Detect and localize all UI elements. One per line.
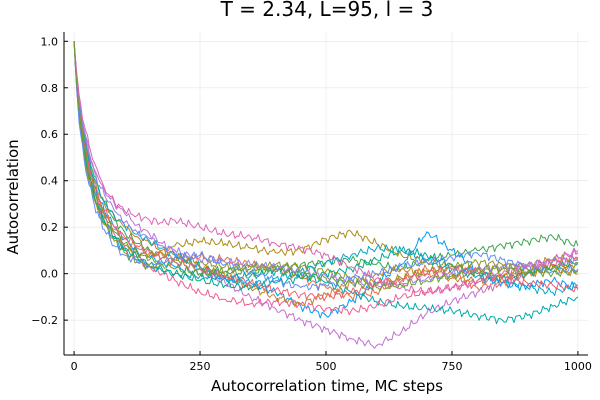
axes: [63, 32, 588, 356]
y-axis-label: Autocorrelation: [4, 139, 22, 254]
series-line-10: [73, 41, 579, 286]
series-line-7: [73, 41, 579, 316]
y-tick-label: −0.2: [31, 314, 58, 327]
series-lines: [73, 41, 579, 349]
x-tick-label: 0: [71, 360, 78, 373]
chart-title: T = 2.34, L=95, l = 3: [220, 0, 434, 21]
tick-labels: 0 250 500 750 1000 −0.2 0.0 0.2 0.4 0.6 0.8 1.0: [31, 35, 592, 373]
grid-lines: [64, 32, 588, 355]
series-line-13: [73, 41, 579, 292]
series-line-15: [73, 41, 579, 295]
y-tick-label: 0.4: [41, 175, 59, 188]
series-line-12: [73, 41, 579, 289]
x-axis-label: Autocorrelation time, MC steps: [211, 377, 443, 395]
series-line-4: [73, 41, 579, 349]
x-tick-label: 750: [441, 360, 462, 373]
y-tick-label: 0.8: [41, 82, 59, 95]
x-tick-label: 500: [316, 360, 337, 373]
x-tick-label: 250: [190, 360, 211, 373]
y-tick-label: 0.2: [41, 221, 59, 234]
y-tick-label: 0.6: [41, 128, 59, 141]
series-line-14: [73, 41, 579, 302]
y-tick-label: 0.0: [41, 268, 59, 281]
series-line-6: [73, 41, 579, 325]
y-tick-label: 1.0: [41, 35, 59, 48]
series-line-16: [73, 41, 579, 291]
series-line-3: [73, 41, 579, 277]
x-tick-label: 1000: [564, 360, 592, 373]
